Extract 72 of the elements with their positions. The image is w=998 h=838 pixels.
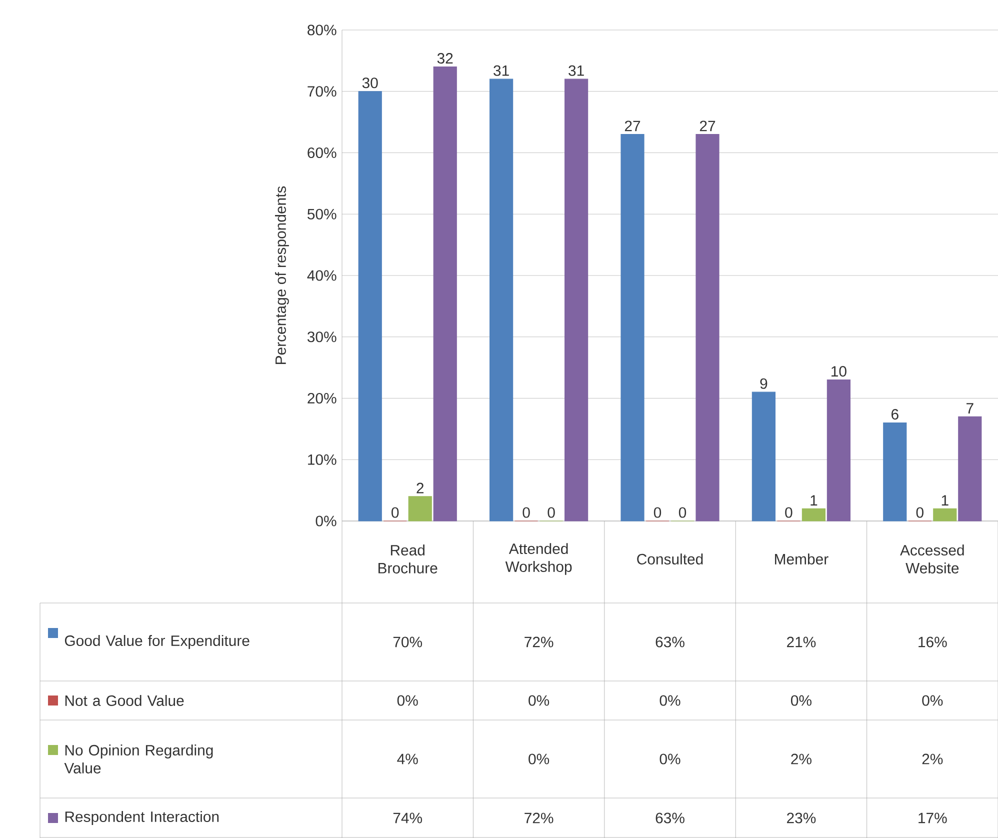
data-label: 23%: [787, 812, 816, 824]
annotation: 31: [568, 65, 584, 76]
y-tick-label: 30%: [307, 332, 336, 342]
data-label: 2%: [922, 754, 943, 764]
bar: [564, 78, 588, 522]
data-label: 72%: [524, 636, 554, 648]
annotation: 9: [760, 378, 768, 389]
data-label: 17%: [918, 812, 947, 824]
y-tick-label: 40%: [307, 270, 336, 281]
data-label: 72%: [524, 812, 554, 824]
y-tick-label: 50%: [308, 208, 336, 220]
legend-label: Not a Good Value: [65, 695, 184, 706]
annotation: 31: [494, 65, 509, 76]
bar: [883, 422, 907, 522]
data-label: 0%: [790, 695, 812, 706]
x-tick-label: Consulted: [637, 554, 703, 564]
data-label: 4%: [397, 754, 418, 764]
bar: [620, 134, 644, 522]
data-label: 63%: [656, 636, 684, 648]
y-axis-title: Percentage of respondents: [275, 186, 289, 364]
annotation: 1: [942, 495, 948, 506]
x-tick-label: Read Brochure: [378, 544, 438, 574]
data-label: 21%: [787, 636, 816, 648]
bar: [490, 78, 514, 522]
data-label: 63%: [656, 812, 684, 824]
bar: [958, 416, 982, 522]
y-tick-label: 0%: [316, 516, 336, 526]
annotation: 0: [392, 507, 399, 518]
bar: [752, 392, 776, 522]
annotation: 0: [548, 507, 555, 518]
y-tick-label: 80%: [308, 24, 336, 36]
annotation: 30: [362, 78, 378, 88]
data-label: 0%: [528, 695, 550, 706]
bar: [696, 134, 720, 522]
bar: [358, 91, 382, 522]
annotation: 0: [785, 507, 792, 518]
data-label: 74%: [393, 812, 422, 824]
bar: [408, 496, 432, 522]
legend-label: Good Value for Expenditure: [64, 635, 250, 649]
annotation: 0: [916, 507, 924, 518]
y-tick-label: 20%: [308, 392, 336, 404]
legend-label: No Opinion Regarding Value: [64, 744, 213, 774]
annotation: 6: [892, 409, 898, 420]
data-label: 0%: [397, 695, 418, 706]
x-tick-label: Attended Workshop: [505, 543, 572, 575]
data-label: 0%: [660, 754, 680, 764]
annotation: 0: [522, 507, 530, 518]
data-label: 70%: [393, 636, 422, 648]
x-tick-label: Accessed Website: [900, 544, 964, 574]
x-tick-label: Member: [775, 554, 828, 564]
data-label: 2%: [791, 754, 812, 764]
annotation: 27: [624, 120, 640, 132]
annotation: 10: [832, 366, 846, 377]
bar: [802, 508, 826, 522]
y-tick-label: 10%: [308, 454, 336, 465]
legend-label: Respondent Interaction: [65, 811, 219, 825]
data-label: 0%: [528, 754, 550, 764]
annotation: 1: [810, 495, 818, 506]
data-label: 0%: [660, 695, 680, 706]
annotation: 2: [416, 482, 424, 494]
bar: [933, 508, 957, 522]
annotation: 32: [437, 53, 453, 64]
y-tick-label: 70%: [308, 86, 336, 97]
annotation: 27: [700, 120, 716, 132]
annotation: 0: [654, 507, 662, 518]
annotation: 0: [678, 507, 686, 518]
bar: [826, 380, 851, 522]
annotation: 7: [966, 403, 974, 414]
data-label: 16%: [918, 636, 947, 648]
data-label: 0%: [922, 695, 943, 706]
y-tick-label: 60%: [308, 147, 336, 158]
bar: [433, 66, 457, 522]
